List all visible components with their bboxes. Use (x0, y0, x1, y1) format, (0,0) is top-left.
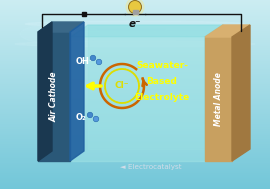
Ellipse shape (15, 41, 255, 47)
Circle shape (96, 59, 102, 65)
Text: Seawater-
Based
Electrolyte: Seawater- Based Electrolyte (134, 60, 190, 101)
Ellipse shape (165, 22, 235, 36)
Bar (205, 37, 232, 161)
Bar (70, 37, 205, 161)
Polygon shape (205, 25, 250, 37)
Circle shape (90, 55, 96, 61)
Circle shape (87, 112, 93, 118)
Bar (38, 32, 70, 161)
Polygon shape (70, 25, 223, 37)
Text: OH⁻: OH⁻ (76, 57, 94, 66)
Ellipse shape (45, 31, 225, 37)
Text: Metal Anode: Metal Anode (214, 72, 223, 126)
Text: O₂: O₂ (76, 112, 87, 122)
Text: Air Cathode: Air Cathode (49, 71, 59, 122)
Polygon shape (70, 22, 84, 161)
Ellipse shape (20, 24, 100, 44)
Polygon shape (38, 22, 84, 32)
Polygon shape (88, 25, 223, 149)
Polygon shape (232, 25, 250, 161)
Circle shape (93, 116, 99, 122)
Ellipse shape (25, 21, 245, 27)
Polygon shape (205, 25, 223, 161)
Circle shape (129, 1, 141, 13)
Text: ◄ Electrocatalyst: ◄ Electrocatalyst (120, 164, 182, 170)
Polygon shape (38, 22, 52, 161)
Circle shape (126, 0, 144, 16)
Bar (133, 10, 137, 14)
Text: Cl⁻: Cl⁻ (115, 81, 129, 91)
Text: e⁻: e⁻ (129, 19, 141, 29)
